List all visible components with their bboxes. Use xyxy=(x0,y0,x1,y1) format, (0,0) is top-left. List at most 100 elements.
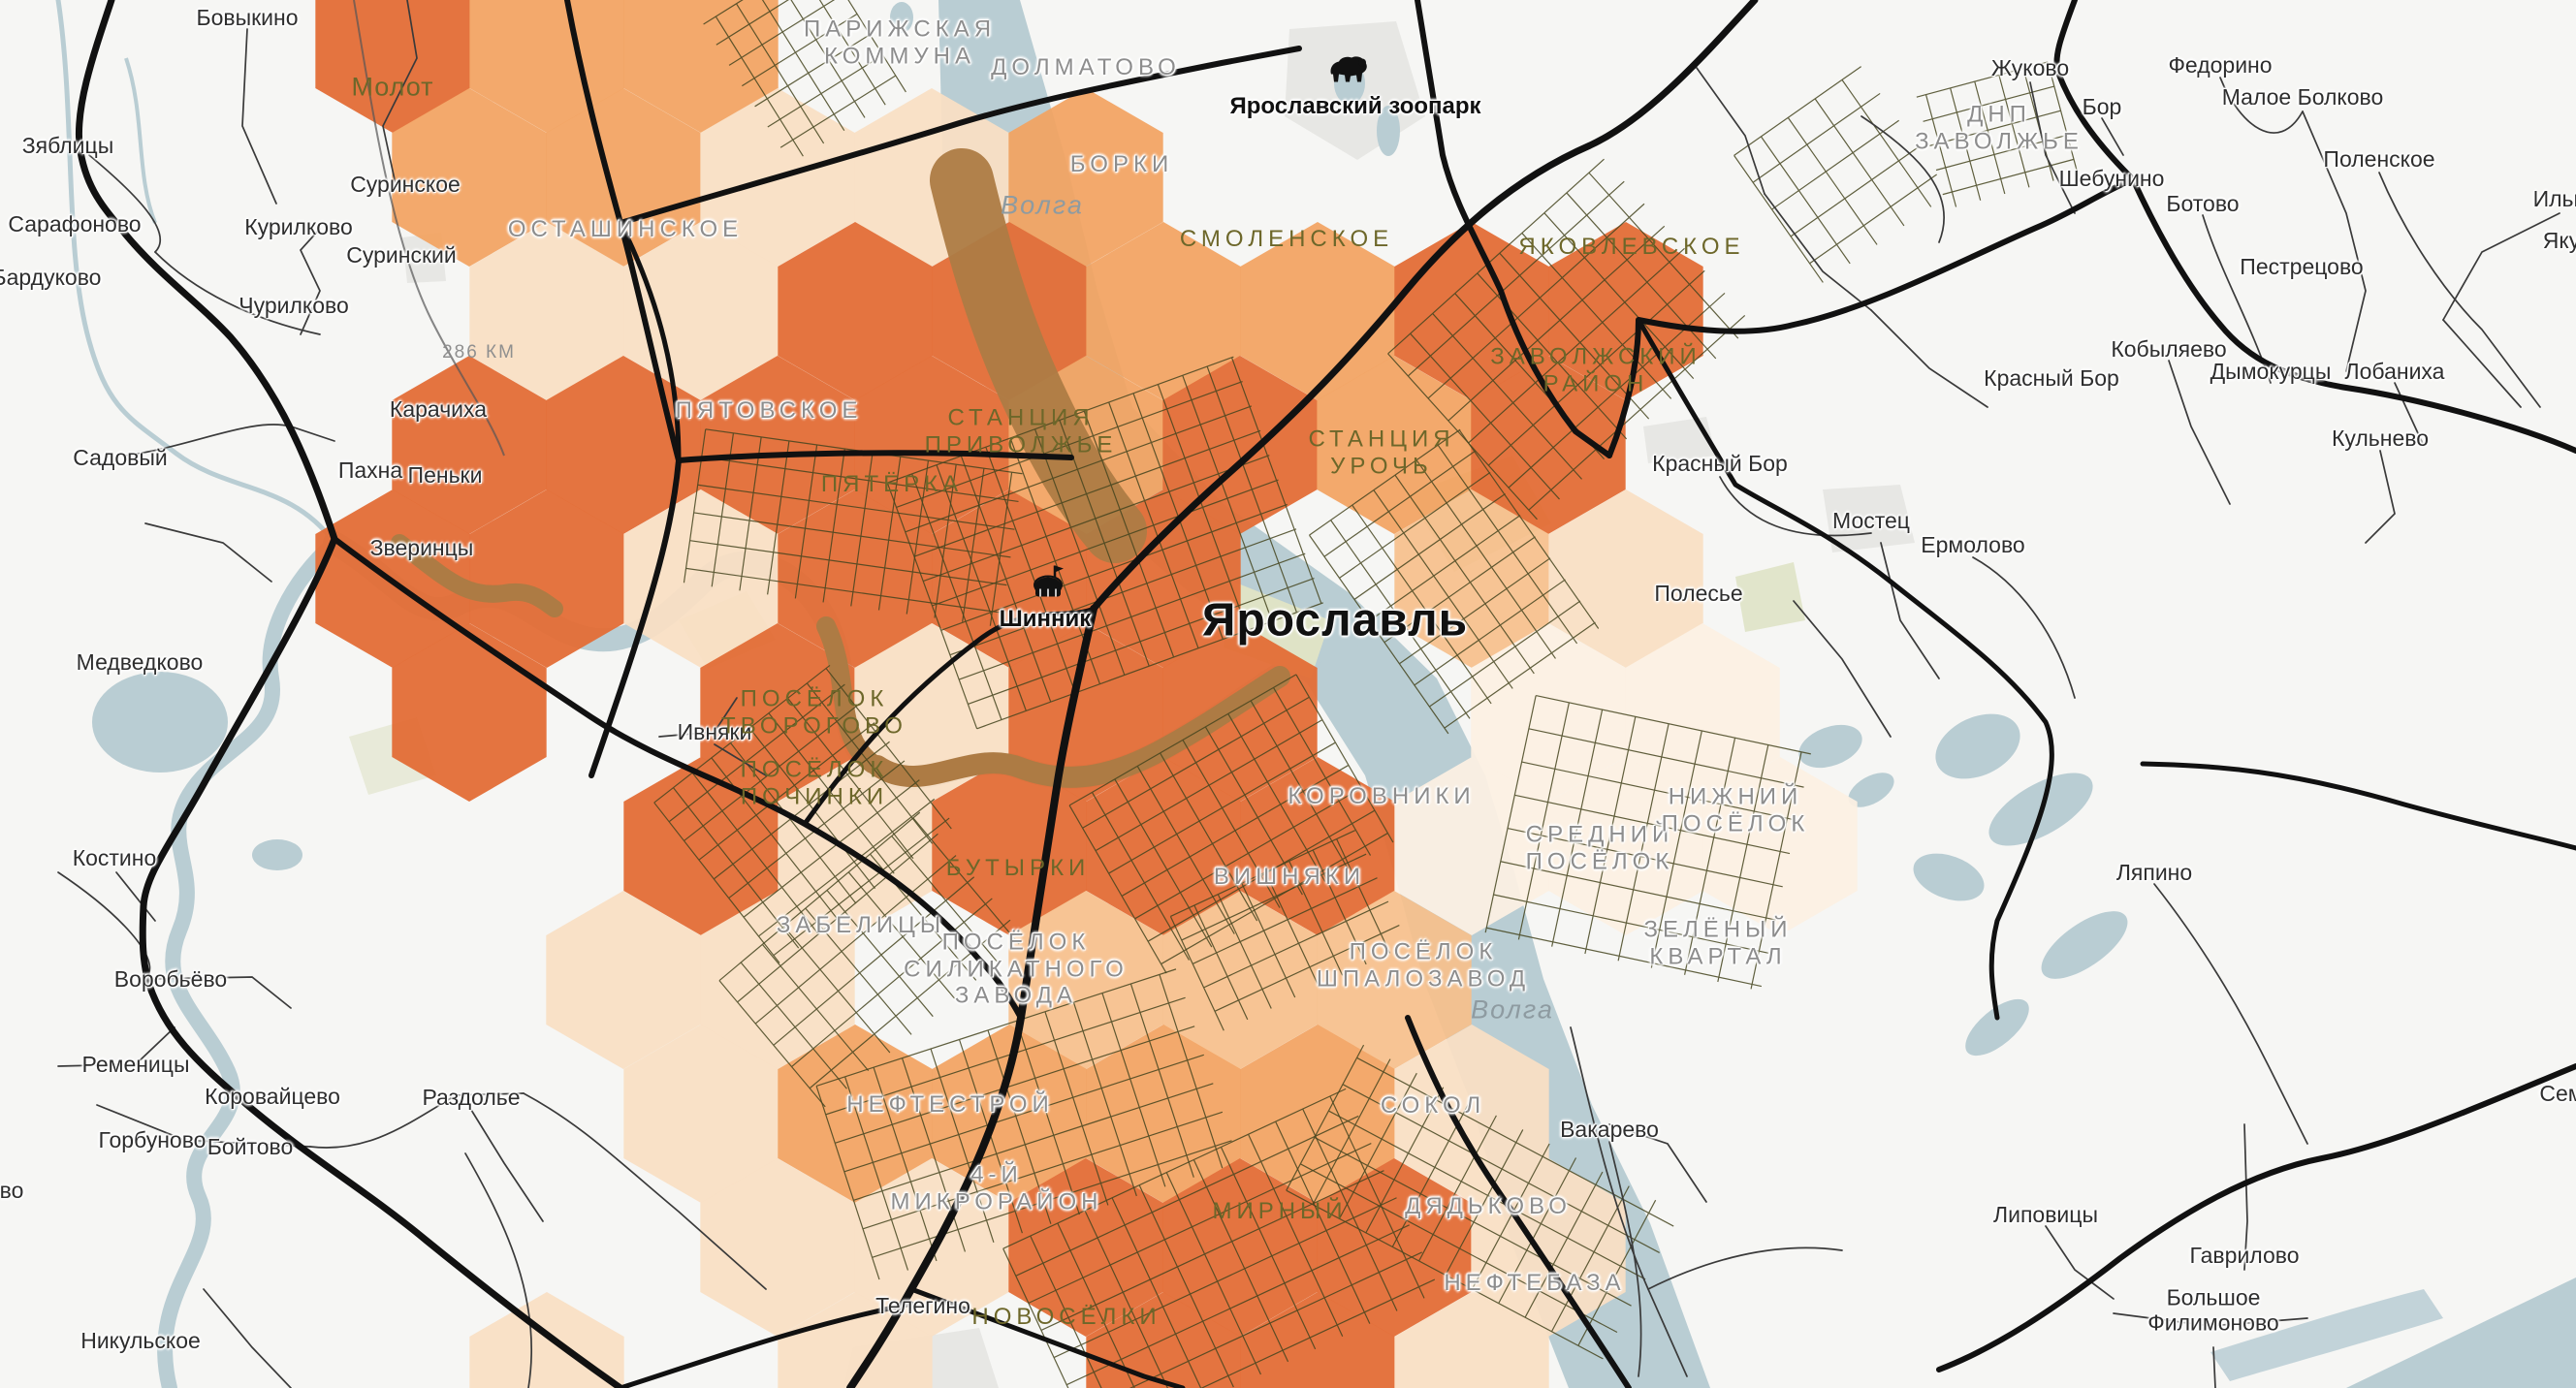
district-label: Осташинское xyxy=(507,216,744,243)
stadium-icon xyxy=(1029,564,1067,610)
hex-cell-l4 xyxy=(392,88,547,267)
hex-cell-l3 xyxy=(1394,489,1549,668)
town-label: Зяблицы xyxy=(21,132,114,158)
district-label: Забелицы xyxy=(776,912,946,939)
district-label: Зелёный Квартал xyxy=(1643,916,1793,969)
hex-cell-l3 xyxy=(1008,891,1163,1069)
town-label: Карачиха xyxy=(389,395,488,422)
district-label: Дядьково xyxy=(1405,1193,1572,1220)
km-marker-label: 286 КМ xyxy=(442,342,516,363)
district-label: Вишняки xyxy=(1213,864,1366,891)
street-grid xyxy=(683,428,1023,626)
town-label: Сарафоново xyxy=(8,210,142,237)
hex-cell-l5 xyxy=(1162,1158,1318,1337)
hex-cell-l5 xyxy=(778,222,933,400)
hex-cell-l2 xyxy=(623,1025,779,1203)
hex-cell-l1 xyxy=(1471,623,1626,802)
town-label: Пеньки xyxy=(407,461,483,488)
town-label: Липовицы xyxy=(1993,1201,2098,1227)
river-label: Волга xyxy=(1471,994,1554,1025)
town-label: Ременицы xyxy=(81,1051,190,1077)
street-grid xyxy=(1484,694,1811,990)
town-label: Ботово xyxy=(2166,190,2240,216)
town-label: Малое Болково xyxy=(2221,83,2384,110)
street-grid xyxy=(1068,674,1394,974)
town-label: Садовый xyxy=(73,444,168,470)
minor-roads xyxy=(57,0,2560,1388)
town-label: Бойтово xyxy=(207,1133,294,1159)
town-label: Сем xyxy=(2539,1080,2576,1106)
hex-cell-l3 xyxy=(1317,891,1472,1069)
town-label: Горбуново xyxy=(98,1126,207,1152)
hex-cell-l3 xyxy=(1162,891,1318,1069)
town-label: Пестрецово xyxy=(2240,253,2364,279)
hex-cell-l2 xyxy=(1394,1025,1549,1203)
town-label: Ляпино xyxy=(2115,859,2193,885)
town-label: Красный Бор xyxy=(1652,450,1788,476)
district-label: Сокол xyxy=(1380,1092,1486,1120)
town-label: Зверинцы xyxy=(369,534,474,560)
town-label: Никульское xyxy=(80,1327,201,1353)
hex-cell-l5 xyxy=(315,0,470,133)
town-label: Лобаниха xyxy=(2344,358,2445,384)
district-label: Борки xyxy=(1069,151,1174,178)
street-grid xyxy=(886,356,1323,730)
hex-cell-l2 xyxy=(623,489,779,668)
town-label: Воробьёво xyxy=(113,965,228,992)
city-label: Ярославль xyxy=(1201,594,1469,647)
town-label: Коровайцево xyxy=(205,1083,340,1109)
district-label: Яковлевское xyxy=(1518,234,1745,261)
hex-cell-l4 xyxy=(469,0,624,133)
town-label: Шебунино xyxy=(2058,165,2165,191)
hex-cell-l4 xyxy=(932,1025,1087,1203)
street-grid xyxy=(1308,428,1600,735)
town-label: Большое Филимоново xyxy=(2147,1284,2279,1336)
street-grid xyxy=(1916,61,2079,207)
town-label: Федорино xyxy=(2168,51,2273,78)
hex-cell-l2 xyxy=(1394,1292,1549,1388)
town-label: Мостец xyxy=(1832,507,1910,533)
hex-cell-l4 xyxy=(1008,88,1163,267)
hex-cell-l4 xyxy=(1086,222,1241,400)
hex-cell-l5 xyxy=(392,356,547,534)
hex-cell-l2 xyxy=(546,891,701,1069)
hex-cell-l2 xyxy=(469,222,624,400)
town-label: Бардуково xyxy=(0,264,102,290)
district-label: Пятовское xyxy=(675,397,863,425)
street-grid xyxy=(1169,830,1400,1031)
town-label: Суринское xyxy=(350,171,461,197)
town-label: Полесье xyxy=(1654,580,1743,606)
district-label: Новосёлки xyxy=(971,1304,1161,1331)
town-label: Кобыляево xyxy=(2111,335,2227,362)
district-label: Мирный xyxy=(1212,1198,1348,1225)
street-grid xyxy=(718,811,1020,1108)
town-label: Ермолово xyxy=(1921,531,2025,557)
hex-cell-l5 xyxy=(700,356,855,534)
hex-cell-l4 xyxy=(778,1025,933,1203)
town-label: Ивняки xyxy=(677,718,752,744)
town-label: Костино xyxy=(72,844,157,870)
town-label: Суринский xyxy=(346,241,457,268)
hex-cell-l1 xyxy=(1394,757,1549,935)
town-label: Дымокурцы xyxy=(2210,358,2332,384)
hex-cell-l1 xyxy=(1548,757,1703,935)
district-label: Парижская Коммуна xyxy=(803,16,997,69)
hex-cell-l4 xyxy=(1240,1025,1395,1203)
hex-cell-l2 xyxy=(700,1158,855,1337)
lion-icon xyxy=(1325,53,1370,91)
poi-label: Шинник xyxy=(999,606,1092,633)
district-label: Средний Посёлок xyxy=(1525,821,1674,874)
district-label: Посёлок Шпалозавод xyxy=(1316,938,1531,992)
hex-cell-l2 xyxy=(1548,489,1703,668)
district-label: Станция Приволжье xyxy=(924,404,1118,457)
district-label: Пятёрка xyxy=(820,471,964,498)
district-label: Посёлок Силикатного Завода xyxy=(904,929,1129,1009)
district-label: Бутырки xyxy=(945,855,1091,882)
town-label: Бовыкино xyxy=(196,4,299,30)
hex-cell-l4 xyxy=(1240,222,1395,400)
hex-cell-l5 xyxy=(623,757,779,935)
street-grid xyxy=(815,968,1232,1280)
railway-line xyxy=(353,0,505,457)
